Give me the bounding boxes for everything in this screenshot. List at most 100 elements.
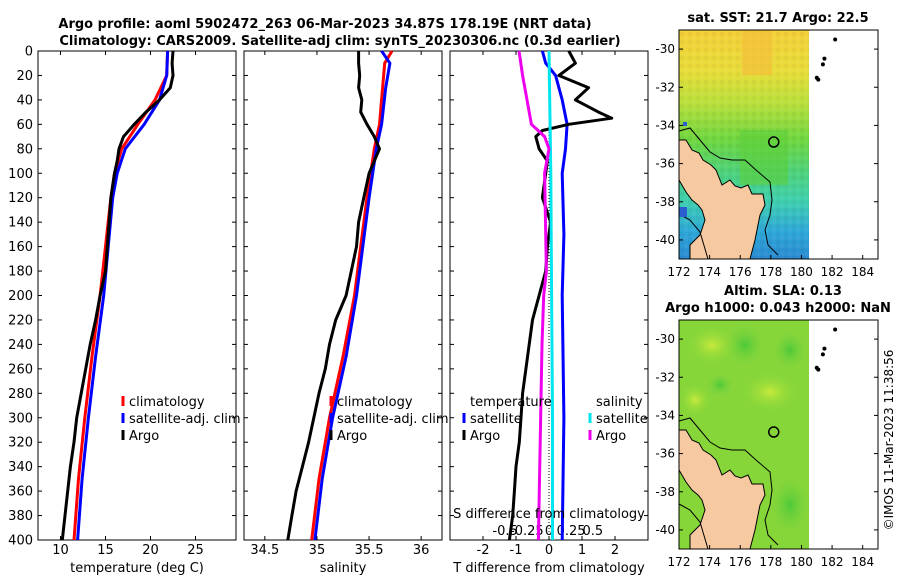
difference-xlabel: T difference from climatology (452, 561, 645, 576)
sst-contour (679, 127, 779, 256)
legend-label-argo: Argo (337, 429, 367, 444)
salinity-series (286, 50, 394, 541)
depth-tick-label: 300 (8, 411, 33, 426)
difference-tick-label: -1 (510, 543, 523, 558)
depth-tick-label: 240 (8, 338, 33, 353)
depth-tick-label: 320 (8, 436, 33, 451)
sst-warm-patch (742, 30, 772, 75)
salinity-legend: climatology satellite-adj. clim Argo (329, 395, 449, 444)
lon-tick-label: 180 (790, 265, 813, 279)
difference-panel: -2 -1 0 1 2-0.5-0.25 0 0.250.5 T difference fr… (449, 50, 649, 576)
salinity-axes-box (243, 50, 443, 541)
legend-label-s-argo: Argo (596, 429, 626, 444)
series-line-argo (60, 50, 175, 541)
depth-tick-label: 40 (16, 93, 33, 108)
depth-tick-label: 280 (8, 387, 33, 402)
sst-map-marks (768, 37, 838, 148)
depth-tick-label: 180 (8, 265, 33, 280)
lat-tick-label: -32 (655, 370, 675, 384)
salinity-diff-tick-label: -0.25 (510, 524, 544, 539)
lon-tick-label: 172 (668, 265, 691, 279)
depth-axis: 0 20 40 60 80 100 120 140 160 180 200 220 240 260 280 3… (8, 45, 648, 549)
lon-tick-label: 182 (821, 265, 844, 279)
difference-legend-temperature: temperature satellite Argo (462, 395, 552, 444)
depth-tick-label: 380 (8, 509, 33, 524)
salinity-diff-tick-label: 0.25 (557, 524, 586, 539)
depth-tick-label: 340 (8, 460, 33, 475)
sla-high (738, 370, 802, 414)
depth-tick-label: 80 (16, 142, 33, 157)
legend-label-climatology: climatology (129, 395, 205, 410)
salinity-tick-label: 34.5 (250, 543, 279, 558)
sla-contour-south (679, 503, 709, 549)
sla-contour (679, 417, 779, 546)
track-point (816, 367, 821, 372)
sst-blue-cell (683, 122, 687, 126)
salinity-tick-label: 36 (413, 543, 430, 558)
depth-tick-label: 200 (8, 289, 33, 304)
depth-tick-label: 120 (8, 191, 33, 206)
series-line-climatology (310, 50, 394, 541)
temperature-tick-label: 10 (52, 543, 69, 558)
temperature-x-axis: 10 15 20 25 (52, 51, 204, 558)
salinity-panel: 34.5 35 35.5 36 salinity climatology satell… (243, 50, 449, 576)
lat-tick-label: -36 (655, 157, 675, 171)
temperature-tick-label: 15 (97, 543, 114, 558)
series-line-s-satellite (547, 50, 554, 540)
track-point (816, 77, 821, 82)
depth-tick-label: 140 (8, 216, 33, 231)
legend-title-salinity: salinity (596, 395, 643, 410)
difference-series (507, 50, 614, 541)
figure-title-line1: Argo profile: aoml 5902472_263 06-Mar-20… (58, 17, 591, 32)
difference-tick-label: -2 (477, 543, 490, 558)
lon-tick-label: 184 (851, 555, 874, 569)
legend-label-argo: Argo (129, 429, 159, 444)
sla-map-title-line2: Argo h1000: 0.043 h2000: NaN (665, 301, 891, 316)
depth-tick-label: 0 (25, 45, 33, 60)
lat-tick-label: -38 (655, 485, 675, 499)
series-line-argo (286, 51, 381, 541)
legend-label-climatology: climatology (337, 395, 413, 410)
depth-tick-label: 100 (8, 167, 33, 182)
lat-tick-label: -38 (655, 195, 675, 209)
lat-tick-label: -34 (655, 118, 675, 132)
track-point (820, 62, 825, 67)
sla-high (679, 382, 713, 418)
sst-map-title: sat. SST: 21.7 Argo: 22.5 (687, 11, 868, 26)
lon-tick-label: 172 (668, 555, 691, 569)
depth-tick-label: 220 (8, 313, 33, 328)
sla-low (706, 373, 734, 397)
sla-low (770, 475, 810, 535)
series-line-satellite-adj-clim (313, 50, 392, 541)
lon-tick-label: 178 (759, 265, 782, 279)
series-line-s-argo (517, 50, 551, 541)
depth-tick-label: 400 (8, 534, 33, 549)
lon-tick-label: 180 (790, 555, 813, 569)
lat-tick-label: -30 (655, 332, 675, 346)
depth-tick-label: 20 (16, 69, 33, 84)
difference-tick-label: 0 (545, 543, 553, 558)
argo-location-marker (768, 136, 780, 148)
salinity-axis-ticks: 34.5 35 35.5 36 (250, 51, 429, 558)
legend-label-t-argo: Argo (470, 429, 500, 444)
temperature-series (60, 50, 175, 541)
sla-high (684, 323, 740, 367)
sla-map-title-line1: Altim. SLA: 0.13 (724, 284, 842, 299)
track-point (822, 346, 827, 351)
sst-blue-cell (679, 207, 687, 217)
lat-tick-label: -32 (655, 80, 675, 94)
sst-map-ticks: 172 174 176 178 180 182 184 -30 -32 -34 -36 -38 -40 (655, 42, 878, 279)
lat-tick-label: -30 (655, 42, 675, 56)
difference-legend-salinity: salinity satellite Argo (588, 395, 648, 444)
sla-low (725, 323, 765, 367)
track-point (833, 327, 838, 332)
difference-xlabel-top: S difference from climatology (453, 507, 645, 522)
sla-low (772, 330, 808, 370)
legend-label-satellite: satellite-adj. clim (129, 412, 241, 427)
argo-location-marker (768, 426, 780, 438)
lon-tick-label: 174 (698, 265, 721, 279)
legend-label-s-satellite: satellite (596, 412, 648, 427)
sst-map: sat. SST: 21.7 Argo: 22.5 (655, 11, 879, 279)
lon-tick-label: 184 (851, 265, 874, 279)
